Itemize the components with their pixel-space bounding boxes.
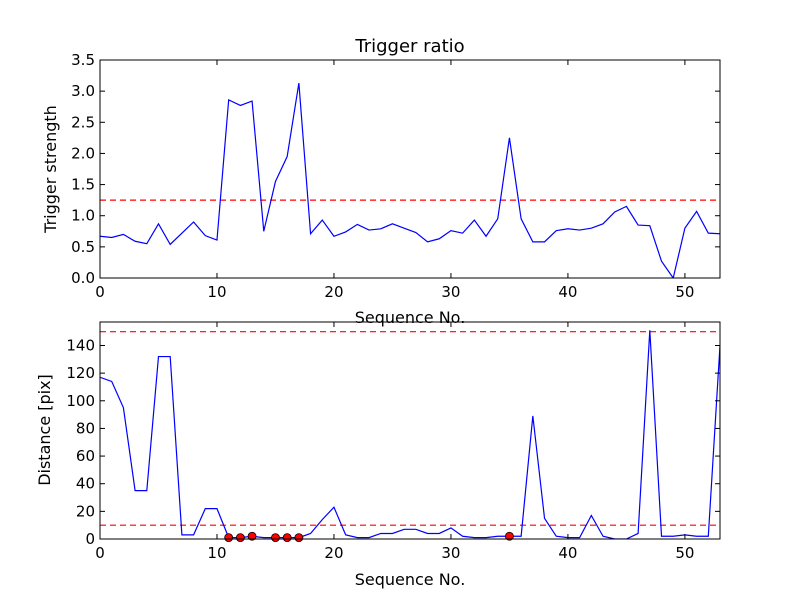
y-tick-label: 120 bbox=[66, 364, 95, 382]
data-point-marker bbox=[294, 533, 304, 543]
top-y-axis-label: Trigger strength bbox=[41, 105, 60, 234]
y-tick-label: 40 bbox=[76, 475, 95, 493]
x-tick-label: 20 bbox=[324, 283, 343, 301]
x-tick-label: 30 bbox=[441, 544, 460, 562]
top-subplot: 0 10 20 30 40 50 0.0 0.5 1.0 1.5 2.0 2.5 3.0 3.5 bbox=[71, 51, 721, 301]
series-line bbox=[100, 330, 720, 539]
x-tick-label: 50 bbox=[675, 544, 694, 562]
y-tick-label: 100 bbox=[66, 392, 95, 410]
y-tick-label: 80 bbox=[76, 419, 95, 437]
x-tick-label: 0 bbox=[95, 544, 105, 562]
y-tick-label: 20 bbox=[76, 502, 95, 520]
y-tick-label: 3.5 bbox=[71, 51, 95, 69]
data-point-marker bbox=[505, 531, 514, 541]
y-tick-label: 60 bbox=[76, 447, 95, 465]
x-tick-label: 20 bbox=[324, 544, 343, 562]
bottom-x-axis-label: Sequence No. bbox=[355, 570, 466, 589]
plot-area bbox=[100, 82, 720, 278]
y-tick-label: 0.0 bbox=[71, 269, 95, 287]
y-tick-label: 3.0 bbox=[71, 82, 95, 100]
y-tick-label: 0 bbox=[85, 530, 95, 548]
axes-frame bbox=[99, 321, 721, 540]
bottom-y-axis-label: Distance [pix] bbox=[35, 374, 54, 486]
top-chart-title: Trigger ratio bbox=[354, 36, 464, 57]
x-tick-label: 30 bbox=[441, 283, 460, 301]
x-tick-label: 0 bbox=[95, 283, 105, 301]
y-tick-label: 140 bbox=[66, 336, 95, 354]
data-point-marker bbox=[271, 533, 280, 543]
y-tick-label: 2.0 bbox=[71, 144, 95, 162]
top-x-axis-label: Sequence No. bbox=[355, 308, 466, 327]
y-tick-label: 1.5 bbox=[71, 176, 95, 194]
x-tick-label: 40 bbox=[558, 283, 577, 301]
x-tick-label: 50 bbox=[675, 283, 694, 301]
x-tick-label: 40 bbox=[558, 544, 577, 562]
x-tick-label: 10 bbox=[207, 544, 226, 562]
plot-area bbox=[100, 330, 720, 539]
data-point-marker bbox=[235, 533, 245, 543]
bottom-subplot: 0 10 20 30 40 50 0 20 40 60 80 100 120 140 bbox=[66, 321, 721, 562]
data-point-marker bbox=[282, 533, 292, 543]
x-tick-label: 10 bbox=[207, 283, 226, 301]
data-point-marker bbox=[224, 533, 234, 543]
data-point-marker bbox=[247, 531, 257, 541]
axes-frame bbox=[99, 59, 721, 279]
series-line bbox=[100, 82, 720, 278]
y-tick-label: 0.5 bbox=[71, 238, 95, 256]
y-tick-label: 1.0 bbox=[71, 207, 95, 225]
y-tick-label: 2.5 bbox=[71, 113, 95, 131]
